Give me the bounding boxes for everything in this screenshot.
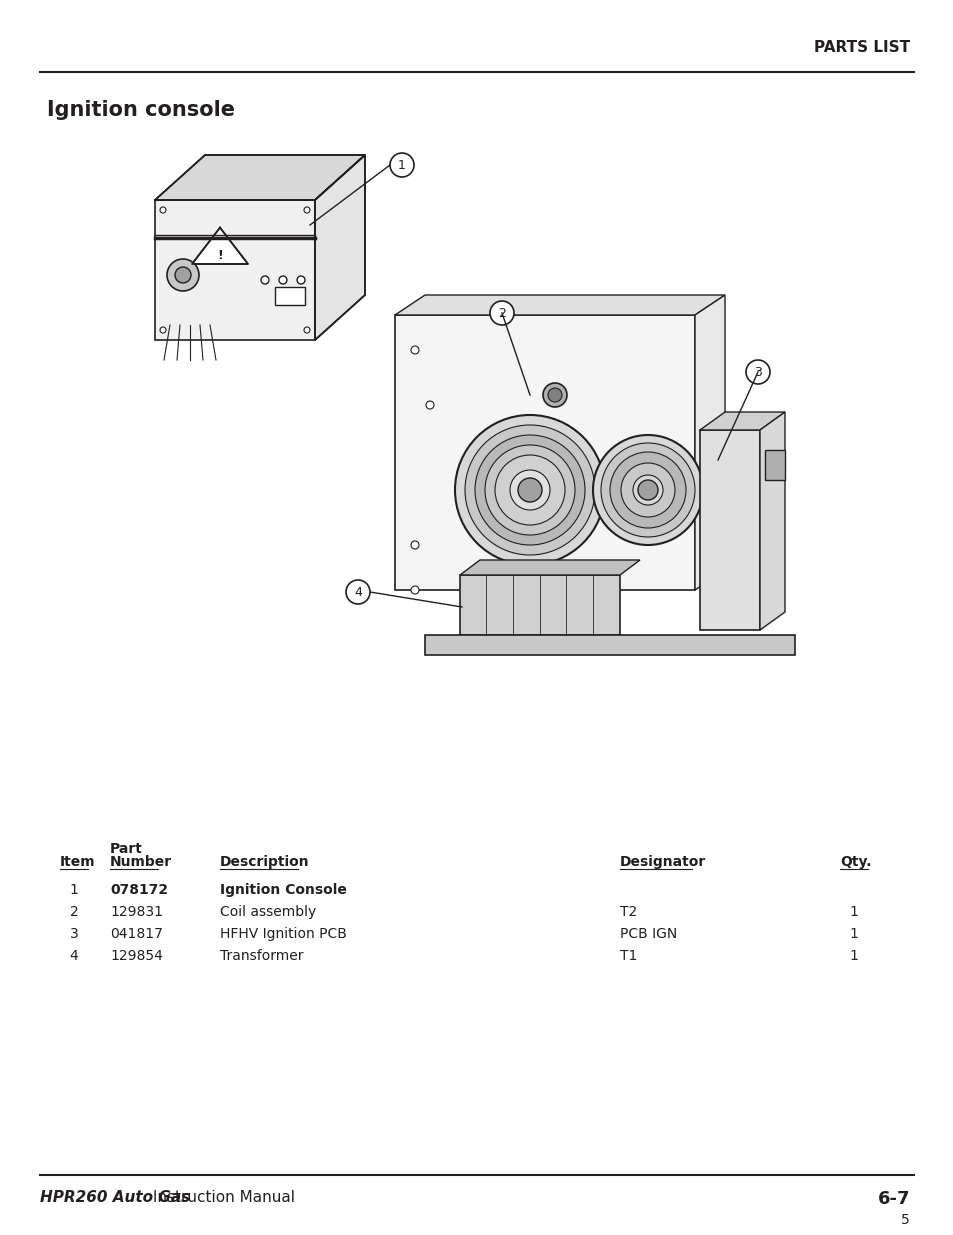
Polygon shape — [459, 559, 639, 576]
Bar — [764, 450, 784, 480]
Circle shape — [261, 275, 269, 284]
Text: 2: 2 — [497, 306, 505, 320]
Circle shape — [547, 388, 561, 403]
Circle shape — [484, 445, 575, 535]
Polygon shape — [760, 412, 784, 630]
Text: Ignition Console: Ignition Console — [220, 883, 347, 897]
Text: HPR260 Auto Gas: HPR260 Auto Gas — [40, 1191, 190, 1205]
Circle shape — [296, 275, 305, 284]
Text: PCB IGN: PCB IGN — [619, 927, 677, 941]
Text: Ignition console: Ignition console — [47, 100, 234, 120]
Bar — [424, 635, 794, 655]
Text: 2: 2 — [70, 905, 78, 919]
Text: 041817: 041817 — [110, 927, 163, 941]
Circle shape — [475, 435, 584, 545]
Text: 3: 3 — [70, 927, 78, 941]
Bar — [459, 576, 619, 635]
Circle shape — [455, 415, 604, 564]
Text: 078172: 078172 — [110, 883, 168, 897]
Polygon shape — [314, 156, 365, 340]
Polygon shape — [154, 156, 365, 200]
Circle shape — [278, 275, 287, 284]
Text: 5: 5 — [901, 1213, 909, 1228]
Circle shape — [167, 259, 199, 291]
Text: HFHV Ignition PCB: HFHV Ignition PCB — [220, 927, 347, 941]
Circle shape — [490, 301, 514, 325]
Circle shape — [160, 207, 166, 212]
Text: 1: 1 — [849, 927, 858, 941]
Polygon shape — [695, 295, 724, 590]
Bar — [274, 287, 305, 305]
Circle shape — [390, 153, 414, 177]
Text: T1: T1 — [619, 948, 637, 963]
Text: 6-7: 6-7 — [877, 1191, 909, 1208]
Text: PARTS LIST: PARTS LIST — [813, 40, 909, 56]
Polygon shape — [192, 227, 248, 264]
Text: Number: Number — [110, 855, 172, 869]
Circle shape — [620, 463, 675, 517]
Text: 3: 3 — [753, 366, 761, 378]
Circle shape — [411, 346, 418, 354]
Circle shape — [411, 541, 418, 550]
Circle shape — [464, 425, 595, 555]
Text: Designator: Designator — [619, 855, 705, 869]
Text: 1: 1 — [397, 158, 406, 172]
Text: 4: 4 — [354, 585, 361, 599]
Text: 129831: 129831 — [110, 905, 163, 919]
Polygon shape — [700, 412, 784, 430]
Circle shape — [609, 452, 685, 529]
Circle shape — [495, 454, 564, 525]
Text: T2: T2 — [619, 905, 637, 919]
Circle shape — [593, 435, 702, 545]
Circle shape — [745, 359, 769, 384]
Circle shape — [542, 383, 566, 408]
Text: !: ! — [217, 248, 223, 262]
Bar — [154, 200, 314, 340]
Circle shape — [633, 475, 662, 505]
Circle shape — [160, 327, 166, 333]
Circle shape — [426, 401, 434, 409]
Text: 129854: 129854 — [110, 948, 163, 963]
Text: Item: Item — [60, 855, 95, 869]
Text: Coil assembly: Coil assembly — [220, 905, 315, 919]
Text: Qty.: Qty. — [840, 855, 871, 869]
Text: Instruction Manual: Instruction Manual — [148, 1191, 294, 1205]
Text: 1: 1 — [849, 905, 858, 919]
Text: Transformer: Transformer — [220, 948, 303, 963]
Text: 1: 1 — [849, 948, 858, 963]
Polygon shape — [395, 295, 724, 315]
Text: Part: Part — [110, 842, 143, 856]
Circle shape — [304, 207, 310, 212]
Circle shape — [346, 580, 370, 604]
Circle shape — [517, 478, 541, 501]
Text: Description: Description — [220, 855, 310, 869]
Circle shape — [510, 471, 550, 510]
Circle shape — [174, 267, 191, 283]
Bar — [700, 430, 760, 630]
Circle shape — [304, 327, 310, 333]
Text: 1: 1 — [70, 883, 78, 897]
Circle shape — [411, 585, 418, 594]
Bar — [395, 315, 695, 590]
Text: 4: 4 — [70, 948, 78, 963]
Circle shape — [600, 443, 695, 537]
Circle shape — [638, 480, 658, 500]
